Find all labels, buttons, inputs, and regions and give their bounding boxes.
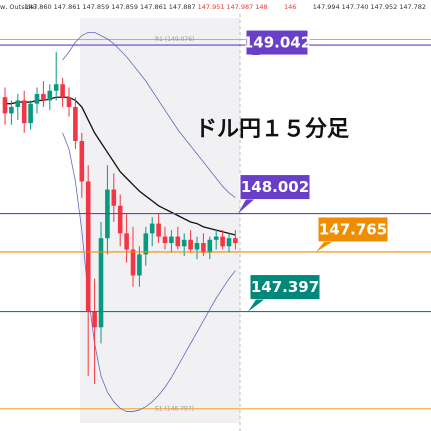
ticker-value: ow, Outside): [0, 3, 37, 11]
ticker-value: 147.987: [226, 3, 253, 11]
candle-body: [92, 311, 97, 328]
candle-body: [66, 97, 72, 107]
candle-body: [9, 106, 14, 114]
candle-body: [207, 239, 213, 253]
level-label-pointer: [316, 241, 332, 252]
ticker-value: 146: [284, 3, 296, 11]
candle-body: [47, 90, 53, 101]
ticker-value: 147.952: [370, 3, 397, 11]
candle-body: [181, 239, 187, 247]
candle-body: [175, 236, 181, 247]
level-label: 147.765: [319, 220, 387, 238]
candle-body: [111, 189, 117, 206]
chart-title: ドル円１５分足: [195, 117, 349, 142]
candle-body: [98, 238, 104, 328]
ticker-value: 147.861: [140, 3, 167, 11]
ticker-value: 148: [255, 3, 267, 11]
level-label: 147.397: [251, 278, 319, 296]
candle-body: [73, 106, 78, 141]
level-label-box: [245, 29, 309, 56]
ticker-value: 147.782: [399, 3, 426, 11]
candle-body: [117, 205, 123, 234]
ticker-value: 147.887: [169, 3, 196, 11]
candle-body: [156, 223, 161, 237]
level-label: 149.042: [243, 34, 311, 52]
candle-body: [60, 84, 65, 98]
candle-body: [124, 233, 129, 250]
candle-body: [53, 84, 59, 91]
level-label-pointer: [248, 299, 264, 312]
candle-body: [226, 238, 232, 247]
candle-body: [21, 100, 27, 124]
pivot-label: S1 (146.797): [155, 405, 194, 412]
candle-body: [233, 238, 238, 244]
ticker-value: 147.951: [198, 3, 225, 11]
candle-body: [15, 100, 21, 107]
candle-body: [188, 239, 193, 250]
candle-body: [143, 233, 149, 255]
ticker-value: 147.860: [25, 3, 52, 11]
indicator-line: [62, 32, 236, 198]
level-label-box: [249, 274, 321, 301]
level-label-box: [317, 216, 389, 243]
level-label-pointer: [244, 45, 260, 56]
level-label-box: [239, 174, 311, 201]
candle-body: [28, 103, 33, 124]
pivot-label: R1 (149.076): [155, 36, 194, 43]
ticker-value: 147.859: [111, 3, 138, 11]
indicator-line: [62, 132, 236, 412]
session-shade: [80, 18, 240, 423]
ticker-value: 147.740: [342, 3, 369, 11]
level-label-pointer: [238, 199, 254, 214]
ticker-value: 147.859: [82, 3, 109, 11]
candle-body: [79, 140, 85, 182]
level-label: 148.002: [241, 178, 309, 196]
candle-body: [213, 236, 219, 240]
candle-body: [162, 236, 168, 244]
candle-body: [137, 254, 142, 276]
candle-body: [149, 223, 155, 234]
candle-body: [169, 236, 174, 244]
candle-body: [2, 97, 8, 114]
candle-body: [34, 93, 40, 104]
candle-body: [201, 243, 206, 253]
candle-body: [194, 243, 200, 250]
ticker-value: 147.861: [54, 3, 81, 11]
candle-body: [130, 249, 136, 276]
candle-body: [85, 181, 91, 312]
candle-body: [41, 93, 46, 101]
ticker-value: 147.994: [313, 3, 340, 11]
candle-body: [220, 236, 225, 247]
